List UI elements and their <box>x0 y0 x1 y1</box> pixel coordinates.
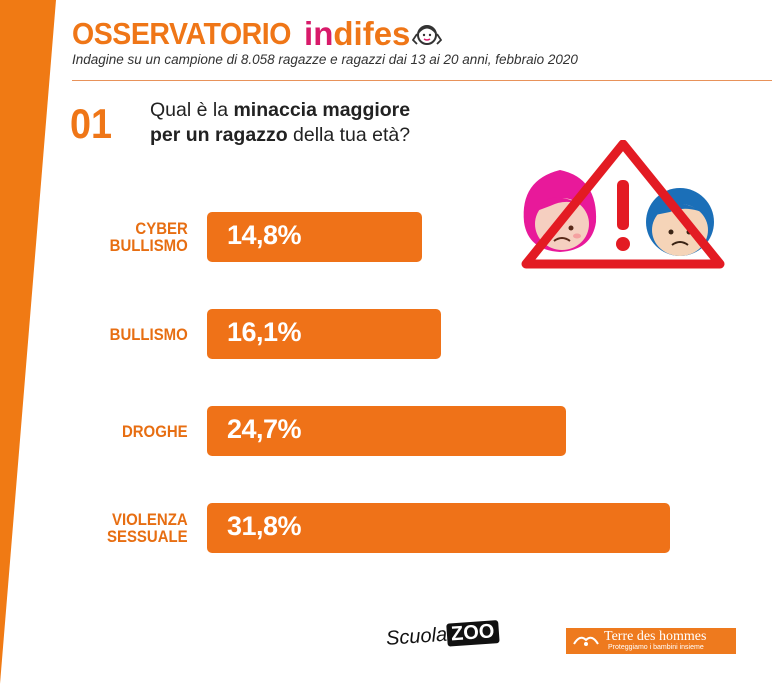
bar-4 <box>207 503 670 553</box>
brand-title: OSSERVATORIO indifes <box>72 15 762 52</box>
question-line2-post: della tua età? <box>287 124 411 146</box>
subtitle: Indagine su un campione di 8.058 ragazze… <box>72 52 578 67</box>
brand-difes: difes <box>333 15 411 52</box>
question-line1-bold: minaccia maggiore <box>233 99 411 121</box>
brand-osservatorio: OSSERVATORIO <box>72 16 292 51</box>
category-label-line: BULLISMO <box>109 324 188 344</box>
divider <box>72 80 772 81</box>
terre-des-hommes-logo: Terre des hommes Proteggiamo i bambini i… <box>566 628 736 654</box>
tdh-logo-icon <box>573 636 599 646</box>
brand-indifesa: indifes <box>304 15 411 52</box>
category-label: BULLISMO <box>110 326 188 343</box>
sad-girl-icon <box>523 170 597 252</box>
category-label-line: DROGHE <box>122 421 188 441</box>
bar-value-label: 16,1% <box>227 317 302 347</box>
category-label-line: CYBER <box>135 219 188 238</box>
category-label: DROGHE <box>122 423 188 440</box>
question-line1-pre: Qual è la <box>150 99 234 121</box>
tdh-name: Terre des hommes <box>604 629 707 644</box>
warning-illustration <box>521 140 725 269</box>
question-text: Qual è la minaccia maggiore per un ragaz… <box>150 98 410 148</box>
scuolazoo-text: Scuola <box>385 623 448 650</box>
girl-logo-icon <box>412 25 443 45</box>
category-label: CYBER BULLISMO <box>110 220 188 254</box>
warning-triangle-icon <box>521 140 725 269</box>
scuolazoo-zoo: ZOO <box>446 620 500 647</box>
question-line2-bold: per un ragazzo <box>150 124 288 146</box>
bar-1 <box>207 212 423 262</box>
exclamation-bar <box>617 180 629 230</box>
orange-side-stripe <box>0 0 56 684</box>
bar-3 <box>207 406 567 456</box>
exclamation-dot <box>616 237 630 251</box>
brand-in: in <box>304 15 334 52</box>
category-label-line: BULLISMO <box>109 236 188 255</box>
category-label: VIOLENZA SESSUALE <box>107 511 188 545</box>
scuolazoo-logo: Scuola ZOO <box>385 620 500 651</box>
header: OSSERVATORIO indifes Indagine su un camp… <box>72 15 762 67</box>
category-label-line: VIOLENZA <box>112 510 188 529</box>
bar-value-label: 24,7% <box>227 414 302 444</box>
tdh-tagline: Proteggiamo i bambini insieme <box>608 644 704 651</box>
bar-value-label: 31,8% <box>227 511 302 541</box>
bar-2 <box>207 309 442 359</box>
category-label-line: SESSUALE <box>107 527 188 546</box>
bar-value-label: 14,8% <box>227 220 302 250</box>
question-number: 01 <box>70 100 113 147</box>
